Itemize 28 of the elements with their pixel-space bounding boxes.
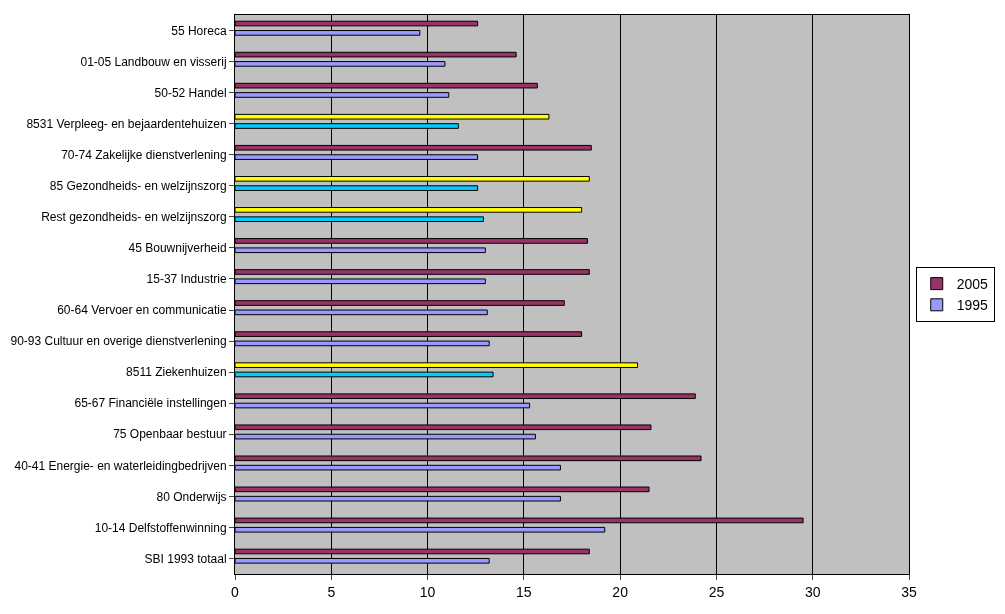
y-tick-label: 40-41 Energie- en waterleidingbedrijven [14, 458, 227, 473]
x-tick-label: 25 [708, 583, 725, 600]
y-tick-label: 85 Gezondheids- en welzijnszorg [49, 179, 227, 194]
y-tick-label: 80 Onderwijs [156, 489, 227, 504]
x-tick-label: 30 [804, 583, 821, 600]
y-tick-label: 45 Bouwnijverheid [128, 241, 227, 256]
y-tick-label: 50-52 Handel [154, 85, 227, 100]
y-tick-label: 90-93 Cultuur en overige dienstverlening [10, 334, 227, 349]
y-tick-label: 8511 Ziekenhuizen [126, 365, 227, 380]
x-tick-label: 5 [327, 583, 336, 600]
y-tick-label: SBI 1993 totaal [144, 551, 227, 566]
y-tick-label: 15-37 Industrie [146, 272, 227, 287]
y-tick-label: 60-64 Vervoer en communicatie [57, 303, 227, 318]
y-tick-label: 75 Openbaar bestuur [113, 427, 227, 442]
x-tick-label: 0 [231, 583, 240, 600]
y-tick-label: 8531 Verpleeg- en bejaardentehuizen [26, 116, 227, 131]
y-tick-label: 01-05 Landbouw en visserij [80, 54, 227, 69]
y-tick-label: 70-74 Zakelijke dienstverlening [61, 147, 227, 162]
legend-label: 1995 [956, 297, 989, 314]
y-tick-label: 55 Horeca [171, 23, 227, 38]
y-tick-label: 65-67 Financiële instellingen [74, 396, 227, 411]
x-tick-label: 10 [419, 583, 436, 600]
legend-label: 2005 [956, 276, 989, 293]
x-tick-label: 20 [612, 583, 629, 600]
x-tick-label: 15 [516, 583, 532, 600]
x-tick-label: 35 [901, 583, 917, 600]
y-tick-label: Rest gezondheids- en welzijnszorg [41, 210, 227, 225]
y-tick-label: 10-14 Delfstoffenwinning [94, 520, 227, 535]
